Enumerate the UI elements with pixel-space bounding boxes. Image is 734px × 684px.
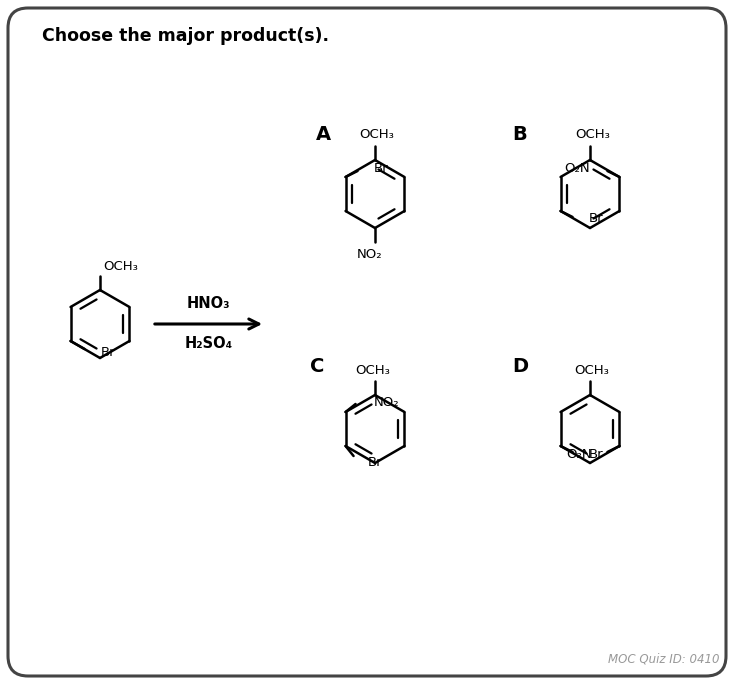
Text: OCH₃: OCH₃ [575, 129, 611, 142]
Text: H₂SO₄: H₂SO₄ [184, 337, 233, 352]
Text: O₂N: O₂N [566, 447, 592, 460]
Text: C: C [310, 358, 324, 376]
Text: HNO₃: HNO₃ [186, 296, 230, 311]
Text: OCH₃: OCH₃ [575, 363, 609, 376]
Text: Br: Br [589, 213, 603, 226]
Text: NO₂: NO₂ [374, 395, 399, 408]
Text: MOC Quiz ID: 0410: MOC Quiz ID: 0410 [608, 653, 720, 666]
Text: OCH₃: OCH₃ [103, 259, 138, 272]
Text: Br: Br [374, 163, 388, 176]
Text: Br: Br [589, 447, 603, 460]
Text: Choose the major product(s).: Choose the major product(s). [42, 27, 329, 45]
FancyBboxPatch shape [8, 8, 726, 676]
Text: Br: Br [368, 456, 382, 469]
Text: O₂N: O₂N [564, 163, 589, 176]
Text: B: B [512, 124, 527, 144]
Text: Br: Br [101, 347, 115, 360]
Text: D: D [512, 358, 528, 376]
Text: A: A [316, 124, 330, 144]
Text: OCH₃: OCH₃ [360, 129, 394, 142]
Text: OCH₃: OCH₃ [355, 363, 390, 376]
Text: NO₂: NO₂ [357, 248, 383, 261]
